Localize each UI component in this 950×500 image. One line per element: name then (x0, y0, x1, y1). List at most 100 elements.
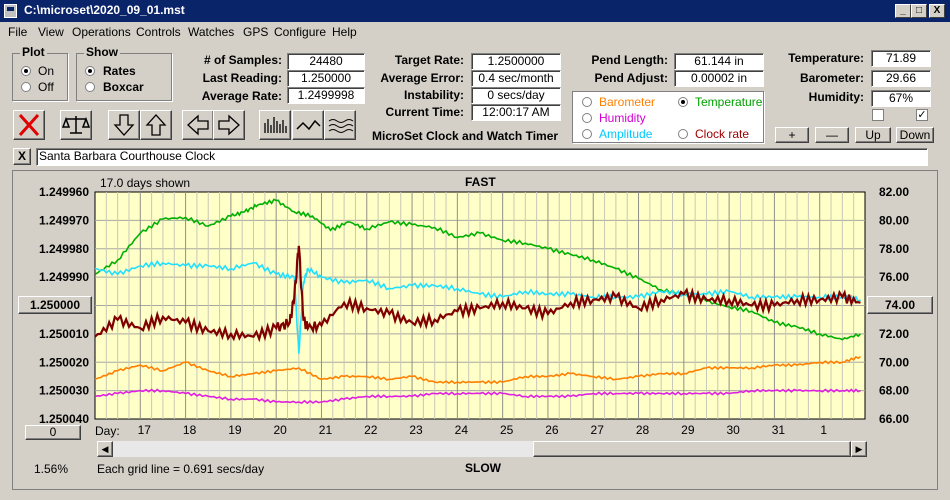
scroll-left-button[interactable]: ◀ (97, 441, 113, 457)
menu-controls[interactable]: Controls (136, 25, 181, 39)
clock-name-field[interactable]: Santa Barbara Courthouse Clock (36, 148, 928, 166)
grid-note-label: Each grid line = 0.691 secs/day (97, 462, 265, 476)
scroll-right-button[interactable]: ▶ (851, 441, 867, 457)
x-tick-label: 25 (500, 423, 514, 437)
checkbox-right[interactable]: ✓ (916, 109, 928, 121)
series-clock-rate (94, 245, 861, 343)
show-rates-radio[interactable] (85, 66, 95, 76)
humidity-radio[interactable] (582, 113, 592, 123)
y-right-tick-label: 70.00 (879, 355, 909, 369)
zero-button[interactable]: 0 (25, 425, 81, 440)
pend-length-label: Pend Length: (591, 53, 668, 67)
arrow-down-button[interactable] (108, 110, 140, 140)
y-right-tick-label: 68.00 (879, 384, 909, 398)
pend-adjust-field[interactable]: 0.00002 in (674, 70, 764, 87)
right-axis-button[interactable]: 74.00 (867, 296, 933, 314)
x-tick-label: 20 (273, 423, 287, 437)
barometer-label: Barometer (599, 95, 656, 109)
average-error-field: 0.4 sec/month (471, 70, 561, 87)
instability-field: 0 secs/day (471, 87, 561, 104)
arrow-left-button[interactable] (182, 110, 214, 140)
center-rate-button[interactable]: 1.250000 (18, 296, 92, 314)
app-name-label: MicroSet Clock and Watch Timer (372, 129, 559, 143)
pend-length-field[interactable]: 61.144 in (674, 53, 764, 70)
y-right-tick-label: 72.00 (879, 327, 909, 341)
y-right-tick-label: 66.00 (879, 412, 909, 426)
y-right-tick-label: 80.00 (879, 213, 909, 227)
scale-up-button[interactable]: Up (855, 127, 891, 143)
arrow-up-button[interactable] (140, 110, 172, 140)
scale-plus-button[interactable]: + (775, 127, 809, 143)
clear-clock-button[interactable]: X (13, 148, 31, 165)
arrow-down-icon (113, 114, 135, 136)
show-boxcar-radio[interactable] (85, 82, 95, 92)
menu-view[interactable]: View (38, 25, 64, 39)
plot-on-radio[interactable] (21, 66, 31, 76)
y-left-tick-label: 1.249960 (39, 185, 89, 199)
current-time-field: 12:00:17 AM (471, 104, 561, 121)
maximize-button[interactable]: □ (911, 4, 927, 18)
y-left-tick-label: 1.250020 (39, 355, 89, 369)
clock-rate-radio[interactable] (678, 129, 688, 139)
y-left-tick-label: 1.249980 (39, 242, 89, 256)
x-tick-label: 30 (726, 423, 740, 437)
menu-configure[interactable]: Configure (274, 25, 327, 39)
show-group-title: Show (84, 45, 120, 59)
balance-scale-icon (61, 116, 91, 134)
series-humidity (94, 388, 861, 405)
slow-label: SLOW (465, 461, 501, 475)
humidity-label: Humidity (599, 111, 646, 125)
y-right-tick-label: 78.00 (879, 242, 909, 256)
x-tick-label: 18 (183, 423, 197, 437)
show-boxcar-label: Boxcar (103, 80, 144, 94)
scrollbar-thumb[interactable] (533, 441, 851, 457)
plot-on-label: On (38, 64, 55, 78)
arrow-right-button[interactable] (213, 110, 245, 140)
x-tick-label: 24 (455, 423, 469, 437)
menu-help[interactable]: Help (332, 25, 357, 39)
stop-button[interactable] (13, 110, 45, 140)
series-temperature (94, 198, 862, 341)
y-left-tick-label: 1.249970 (39, 213, 89, 227)
x-tick-label: 23 (409, 423, 423, 437)
temperature-env-label: Temperature: (788, 51, 864, 65)
menu-file[interactable]: File (8, 25, 28, 39)
pend-adjust-label: Pend Adjust: (594, 71, 668, 85)
menu-operations[interactable]: Operations (72, 25, 131, 39)
series-amplitude (94, 259, 861, 354)
instability-label: Instability: (403, 88, 464, 102)
menu-gps[interactable]: GPS (243, 25, 269, 39)
balance-button[interactable] (60, 110, 92, 140)
scale-down-button[interactable]: Down (896, 127, 934, 143)
x-tick-label: 31 (772, 423, 786, 437)
x-tick-label: 21 (319, 423, 333, 437)
arrow-right-icon (218, 114, 240, 136)
temperature-label: Temperature (695, 95, 763, 109)
wave-button[interactable] (324, 110, 356, 140)
plot-off-radio[interactable] (21, 82, 31, 92)
last-reading-field: 1.250000 (287, 70, 365, 87)
show-rates-label: Rates (103, 64, 136, 78)
average-rate-label: Average Rate: (201, 89, 282, 103)
day-axis-label: Day: (95, 424, 120, 438)
wave-icon (328, 119, 354, 133)
plot-group-title: Plot (20, 45, 47, 59)
target-rate-field[interactable]: 1.2500000 (471, 53, 561, 70)
y-right-tick-label: 76.00 (879, 270, 909, 284)
arrow-up-icon (145, 114, 167, 136)
menu-watches[interactable]: Watches (188, 25, 235, 39)
scale-minus-button[interactable]: — (815, 127, 849, 143)
x-tick-label: 28 (636, 423, 650, 437)
histogram-button[interactable] (259, 110, 291, 140)
checkbox-left[interactable] (872, 109, 884, 121)
x-tick-label: 26 (545, 423, 559, 437)
barometer-radio[interactable] (582, 97, 592, 107)
close-button[interactable]: X (929, 4, 945, 18)
y-left-tick-label: 1.249990 (39, 270, 89, 284)
x-icon (18, 113, 40, 137)
temperature-radio[interactable] (678, 97, 688, 107)
minimize-button[interactable]: _ (895, 4, 911, 18)
amplitude-radio[interactable] (582, 129, 592, 139)
temperature-env-field: 71.89 (871, 50, 931, 67)
line-graph-button[interactable] (292, 110, 324, 140)
